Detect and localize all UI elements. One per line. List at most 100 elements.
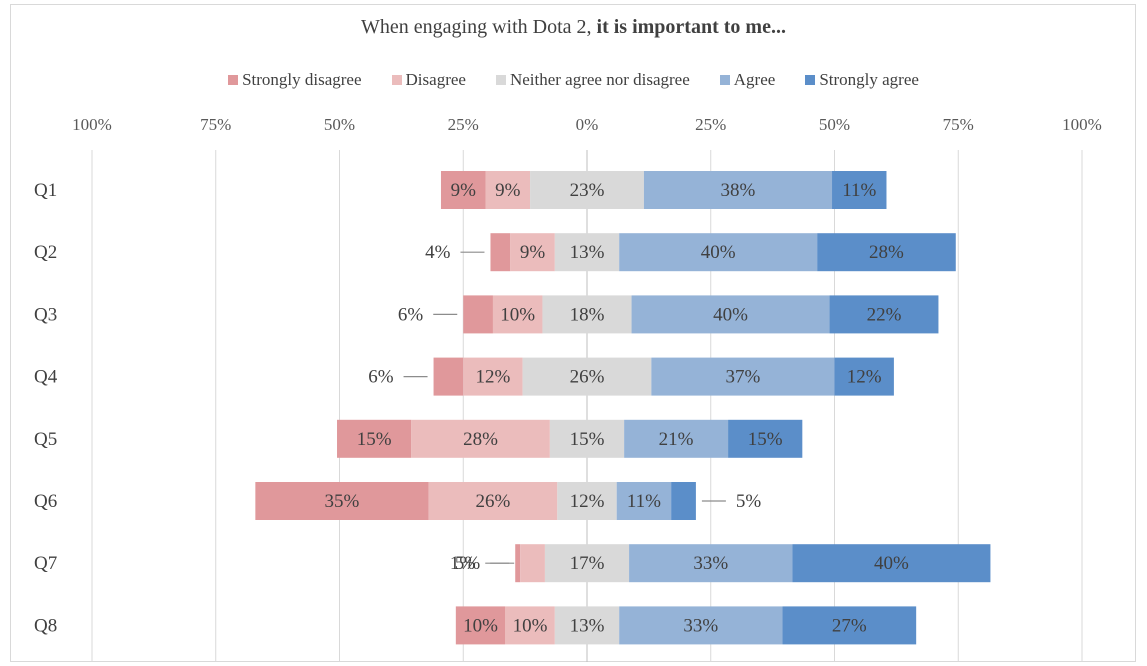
bar-segment bbox=[834, 357, 894, 396]
category-label: Q4 bbox=[34, 367, 58, 388]
bar-segment bbox=[817, 233, 956, 272]
bar-segment bbox=[829, 295, 939, 334]
x-tick-label: 25% bbox=[695, 115, 726, 134]
bar-segment bbox=[505, 606, 555, 645]
legend-item-strongly-disagree: Strongly disagree bbox=[228, 70, 362, 90]
category-label: Q7 bbox=[34, 553, 57, 574]
bar-segment bbox=[671, 482, 696, 520]
data-label: 4% bbox=[425, 242, 451, 263]
data-label: 12% bbox=[476, 367, 511, 388]
x-tick-label: 75% bbox=[943, 115, 974, 134]
data-label: 17% bbox=[570, 553, 605, 574]
chart-title-bold: it is important to me... bbox=[596, 16, 786, 38]
legend-swatch bbox=[391, 75, 402, 85]
data-label: 27% bbox=[832, 615, 867, 636]
data-label: 40% bbox=[874, 553, 909, 574]
bar-segment bbox=[629, 544, 793, 583]
bar-segment bbox=[428, 482, 558, 520]
legend-label: Strongly agree bbox=[819, 70, 919, 89]
bar-segment bbox=[554, 606, 620, 645]
legend-swatch bbox=[719, 75, 730, 85]
legend-label: Agree bbox=[733, 70, 776, 89]
bar-segment bbox=[490, 233, 511, 272]
x-tick-label: 100% bbox=[1062, 115, 1102, 134]
bar-segment bbox=[631, 295, 830, 334]
data-label: 21% bbox=[659, 429, 694, 450]
category-label: Q2 bbox=[34, 242, 57, 263]
data-label: 26% bbox=[570, 367, 605, 388]
x-tick-label: 50% bbox=[819, 115, 850, 134]
legend-label: Neither agree nor disagree bbox=[509, 70, 690, 89]
x-tick-label: 100% bbox=[72, 115, 112, 134]
data-label: 9% bbox=[520, 242, 546, 263]
bar-segment bbox=[463, 295, 493, 334]
data-label: 6% bbox=[368, 367, 394, 388]
x-tick-label: 50% bbox=[324, 115, 355, 134]
bar-segment bbox=[651, 357, 835, 396]
legend-item-strongly-agree: Strongly agree bbox=[805, 70, 919, 90]
legend-item-disagree: Disagree bbox=[391, 70, 466, 90]
legend-item-neutral: Neither agree nor disagree bbox=[495, 70, 690, 90]
bar-segment bbox=[792, 544, 991, 583]
data-label: 35% bbox=[325, 491, 360, 512]
bar-segment bbox=[782, 606, 917, 645]
data-label: 28% bbox=[869, 242, 904, 263]
data-label: 10% bbox=[513, 615, 548, 636]
category-label: Q5 bbox=[34, 429, 57, 450]
bar-segment bbox=[554, 233, 620, 272]
data-label: 12% bbox=[847, 367, 882, 388]
bar-segment bbox=[492, 295, 543, 334]
data-label: 15% bbox=[570, 429, 605, 450]
chart-title: When engaging with Dota 2, it is importa… bbox=[0, 16, 1147, 39]
bar-segment bbox=[643, 171, 833, 209]
bar-segment bbox=[485, 171, 531, 209]
chart-title-plain: When engaging with Dota 2, bbox=[361, 16, 597, 38]
x-tick-label: 75% bbox=[200, 115, 231, 134]
category-label: Q3 bbox=[34, 304, 57, 325]
data-label: 13% bbox=[570, 242, 605, 263]
category-label: Q6 bbox=[34, 491, 57, 512]
bar-segment bbox=[411, 419, 550, 458]
data-label: 40% bbox=[713, 304, 748, 325]
data-label: 37% bbox=[726, 367, 761, 388]
bar-segment bbox=[510, 233, 555, 272]
category-label: Q1 bbox=[34, 180, 57, 201]
bar-segment bbox=[616, 482, 672, 520]
x-tick-label: 25% bbox=[448, 115, 479, 134]
bar-segment bbox=[619, 606, 783, 645]
bar-segment bbox=[619, 233, 818, 272]
data-label: 9% bbox=[451, 180, 477, 201]
data-label: 33% bbox=[683, 615, 718, 636]
data-label: 18% bbox=[570, 304, 605, 325]
bar-segment bbox=[440, 171, 486, 209]
data-label: 9% bbox=[495, 180, 521, 201]
data-label: 10% bbox=[463, 615, 498, 636]
bar-segment bbox=[549, 419, 625, 458]
bar-segment bbox=[463, 357, 523, 396]
legend-swatch bbox=[228, 75, 239, 85]
bar-segment bbox=[520, 544, 545, 583]
data-label: 6% bbox=[398, 304, 424, 325]
chart-legend: Strongly disagree Disagree Neither agree… bbox=[0, 70, 1147, 90]
bar-segment bbox=[624, 419, 729, 458]
category-label: Q8 bbox=[34, 615, 57, 636]
legend-label: Disagree bbox=[405, 70, 466, 89]
bar-segment bbox=[557, 482, 617, 520]
data-label: 33% bbox=[693, 553, 728, 574]
chart-frame bbox=[10, 4, 1136, 662]
bar-segment bbox=[522, 357, 652, 396]
data-label: 40% bbox=[701, 242, 736, 263]
legend-swatch bbox=[495, 75, 506, 85]
data-label: 11% bbox=[627, 491, 661, 512]
data-label: 23% bbox=[570, 180, 605, 201]
data-label: 15% bbox=[748, 429, 783, 450]
data-label: 13% bbox=[570, 615, 605, 636]
data-label: 1% bbox=[450, 553, 476, 574]
bar-segment bbox=[544, 544, 630, 583]
bar-segment bbox=[255, 482, 429, 520]
data-label: 26% bbox=[476, 491, 511, 512]
bar-segment bbox=[832, 171, 887, 209]
data-label: 28% bbox=[463, 429, 498, 450]
bar-segment bbox=[542, 295, 632, 334]
data-label: 10% bbox=[500, 304, 535, 325]
